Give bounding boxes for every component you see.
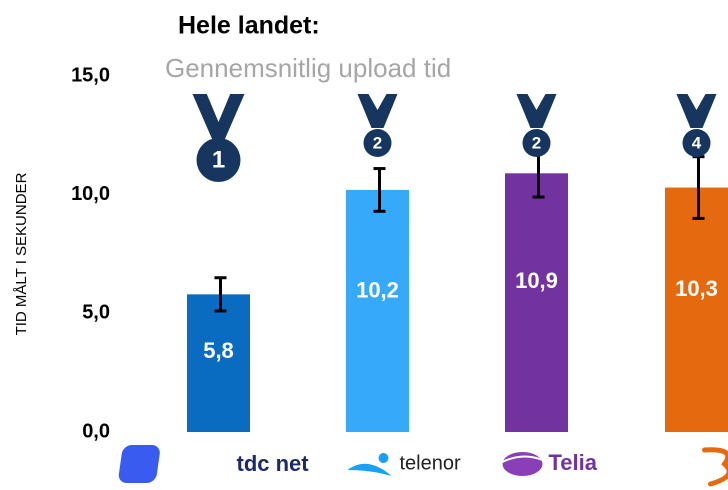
value-label: 10,3 xyxy=(675,276,718,301)
medal-disc xyxy=(522,129,551,157)
medal-rank: 1 xyxy=(212,146,225,173)
medal: 2 xyxy=(516,94,557,157)
y-axis-label: TID MÅLT I SEKUNDER xyxy=(13,172,30,335)
logo-icon xyxy=(378,453,389,463)
logo-icon xyxy=(702,447,728,487)
y-tick-label: 15,0 xyxy=(71,64,110,86)
chart-subtitle: Gennemsnitlig upload tid xyxy=(165,53,451,83)
medal: 1 xyxy=(192,94,245,182)
medal-ribbon xyxy=(516,94,557,128)
medal: 2 xyxy=(357,94,398,157)
medal-disc xyxy=(682,129,711,157)
error-bar xyxy=(373,167,386,213)
value-label: 5,8 xyxy=(203,338,234,363)
logo-icon xyxy=(347,463,392,476)
medal-disc xyxy=(363,129,392,157)
y-tick-label: 10,0 xyxy=(71,183,110,205)
value-label: 10,2 xyxy=(356,277,399,302)
error-bar xyxy=(214,276,227,313)
chart-title: Hele landet: xyxy=(178,12,320,40)
x-tick-label: tdc net xyxy=(237,451,310,476)
medal-ribbon xyxy=(357,94,398,128)
medal-rank: 2 xyxy=(373,133,382,152)
x-tick-label: telenor xyxy=(400,452,461,474)
bar xyxy=(665,187,728,432)
bar xyxy=(505,173,568,432)
medal-ribbon xyxy=(192,94,245,140)
x-tick-label: Telia xyxy=(549,450,598,475)
y-tick-label: 0,0 xyxy=(82,420,110,442)
value-label: 10,9 xyxy=(515,268,558,293)
logo-icon xyxy=(502,455,543,463)
medal-rank: 2 xyxy=(532,133,541,152)
logo-icon xyxy=(118,445,160,483)
medal-disc xyxy=(196,138,241,182)
bar xyxy=(187,294,250,432)
medal-ribbon xyxy=(676,94,717,128)
medal-rank: 4 xyxy=(692,133,702,152)
bar xyxy=(346,189,409,432)
medal: 4 xyxy=(676,94,717,157)
y-tick-label: 5,0 xyxy=(82,302,110,324)
